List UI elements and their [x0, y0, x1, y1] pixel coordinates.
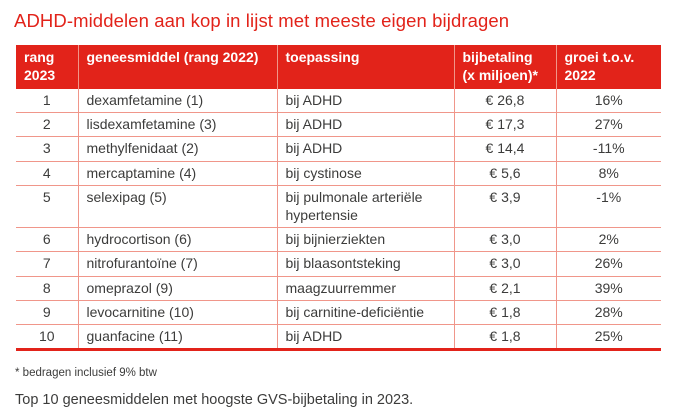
cell-groei: 39%: [555, 276, 661, 301]
col-header-rang-2023: rang 2023: [16, 45, 78, 89]
cell-toepassing: bij pulmonale arteriële hypertensie: [276, 185, 454, 229]
cell-geneesmiddel: dexamfetamine (1): [77, 89, 277, 114]
cell-geneesmiddel: nitrofurantoïne (7): [77, 251, 277, 277]
cell-geneesmiddel: mercaptamine (4): [77, 161, 277, 186]
table-row: 3 methylfenidaat (2) bij ADHD € 14,4 -11…: [16, 136, 661, 162]
cell-toepassing: maagzuurremmer: [276, 276, 454, 301]
table-row: 7 nitrofurantoïne (7) bij blaasontstekin…: [16, 251, 661, 277]
cell-bijbetaling: € 17,3: [453, 112, 556, 138]
table-row: 9 levocarnitine (10) bij carnitine-defic…: [16, 300, 661, 325]
table-row: 5 selexipag (5) bij pulmonale arteriële …: [16, 185, 661, 229]
cell-rang: 8: [16, 276, 78, 301]
table-row: 10 guanfacine (11) bij ADHD € 1,8 25%: [16, 324, 661, 350]
cell-groei: 26%: [555, 251, 661, 277]
cell-rang: 5: [16, 185, 78, 229]
cell-geneesmiddel: hydrocortison (6): [77, 227, 277, 253]
cell-groei: 25%: [555, 324, 661, 350]
cell-groei: 8%: [555, 161, 661, 186]
col-header-groei: groei t.o.v. 2022: [555, 45, 661, 89]
cell-geneesmiddel: omeprazol (9): [77, 276, 277, 301]
cell-bijbetaling: € 3,9: [453, 185, 556, 229]
cell-toepassing: bij ADHD: [276, 136, 454, 162]
table-body: 1 dexamfetamine (1) bij ADHD € 26,8 16% …: [16, 89, 661, 350]
cell-rang: 9: [16, 300, 78, 325]
cell-groei: -1%: [555, 185, 661, 229]
cell-toepassing: bij carnitine-deficiëntie: [276, 300, 454, 325]
cell-bijbetaling: € 1,8: [453, 300, 556, 325]
footnote: * bedragen inclusief 9% btw: [15, 367, 157, 380]
cell-rang: 6: [16, 227, 78, 253]
cell-bijbetaling: € 2,1: [453, 276, 556, 301]
cell-geneesmiddel: lisdexamfetamine (3): [77, 112, 277, 138]
cell-toepassing: bij ADHD: [276, 112, 454, 138]
table-row: 2 lisdexamfetamine (3) bij ADHD € 17,3 2…: [16, 112, 661, 138]
cell-groei: 16%: [555, 89, 661, 114]
cell-rang: 4: [16, 161, 78, 186]
cell-geneesmiddel: guanfacine (11): [77, 324, 277, 350]
table-row: 4 mercaptamine (4) bij cystinose € 5,6 8…: [16, 161, 661, 186]
cell-bijbetaling: € 14,4: [453, 136, 556, 162]
cell-bijbetaling: € 26,8: [453, 89, 556, 114]
cell-geneesmiddel: levocarnitine (10): [77, 300, 277, 325]
cell-rang: 3: [16, 136, 78, 162]
page-title: ADHD-middelen aan kop in lijst met meest…: [14, 10, 510, 31]
cell-toepassing: bij ADHD: [276, 89, 454, 114]
cell-groei: 2%: [555, 227, 661, 253]
caption: Top 10 geneesmiddelen met hoogste GVS-bi…: [15, 392, 414, 408]
cell-groei: 28%: [555, 300, 661, 325]
cell-bijbetaling: € 5,6: [453, 161, 556, 186]
table-row: 8 omeprazol (9) maagzuurremmer € 2,1 39%: [16, 276, 661, 301]
gvs-bijbetaling-table: rang 2023 geneesmiddel (rang 2022) toepa…: [16, 45, 661, 352]
cell-geneesmiddel: methylfenidaat (2): [77, 136, 277, 162]
col-header-geneesmiddel: geneesmiddel (rang 2022): [77, 45, 277, 89]
cell-rang: 7: [16, 251, 78, 277]
cell-rang: 2: [16, 112, 78, 138]
cell-bijbetaling: € 3,0: [453, 251, 556, 277]
col-header-bijbetaling: bijbetaling (x miljoen)*: [453, 45, 556, 89]
cell-groei: -11%: [555, 136, 661, 162]
col-header-toepassing: toepassing: [276, 45, 454, 89]
cell-rang: 10: [38, 327, 55, 344]
cell-toepassing: bij blaasontsteking: [276, 251, 454, 277]
cell-toepassing: bij cystinose: [276, 161, 454, 186]
cell-geneesmiddel: selexipag (5): [77, 185, 277, 229]
cell-toepassing: bij bijnierziekten: [276, 227, 454, 253]
cell-groei: 27%: [555, 112, 661, 138]
table-row: 1 dexamfetamine (1) bij ADHD € 26,8 16%: [16, 89, 661, 114]
cell-rang: 1: [16, 89, 78, 114]
header-row: rang 2023 geneesmiddel (rang 2022) toepa…: [16, 45, 661, 89]
cell-bijbetaling: € 3,0: [453, 227, 556, 253]
table-header: rang 2023 geneesmiddel (rang 2022) toepa…: [16, 45, 661, 89]
cell-toepassing: bij ADHD: [276, 324, 454, 350]
cell-bijbetaling: € 1,8: [453, 324, 556, 350]
table-row: 6 hydrocortison (6) bij bijnierziekten €…: [16, 227, 661, 253]
